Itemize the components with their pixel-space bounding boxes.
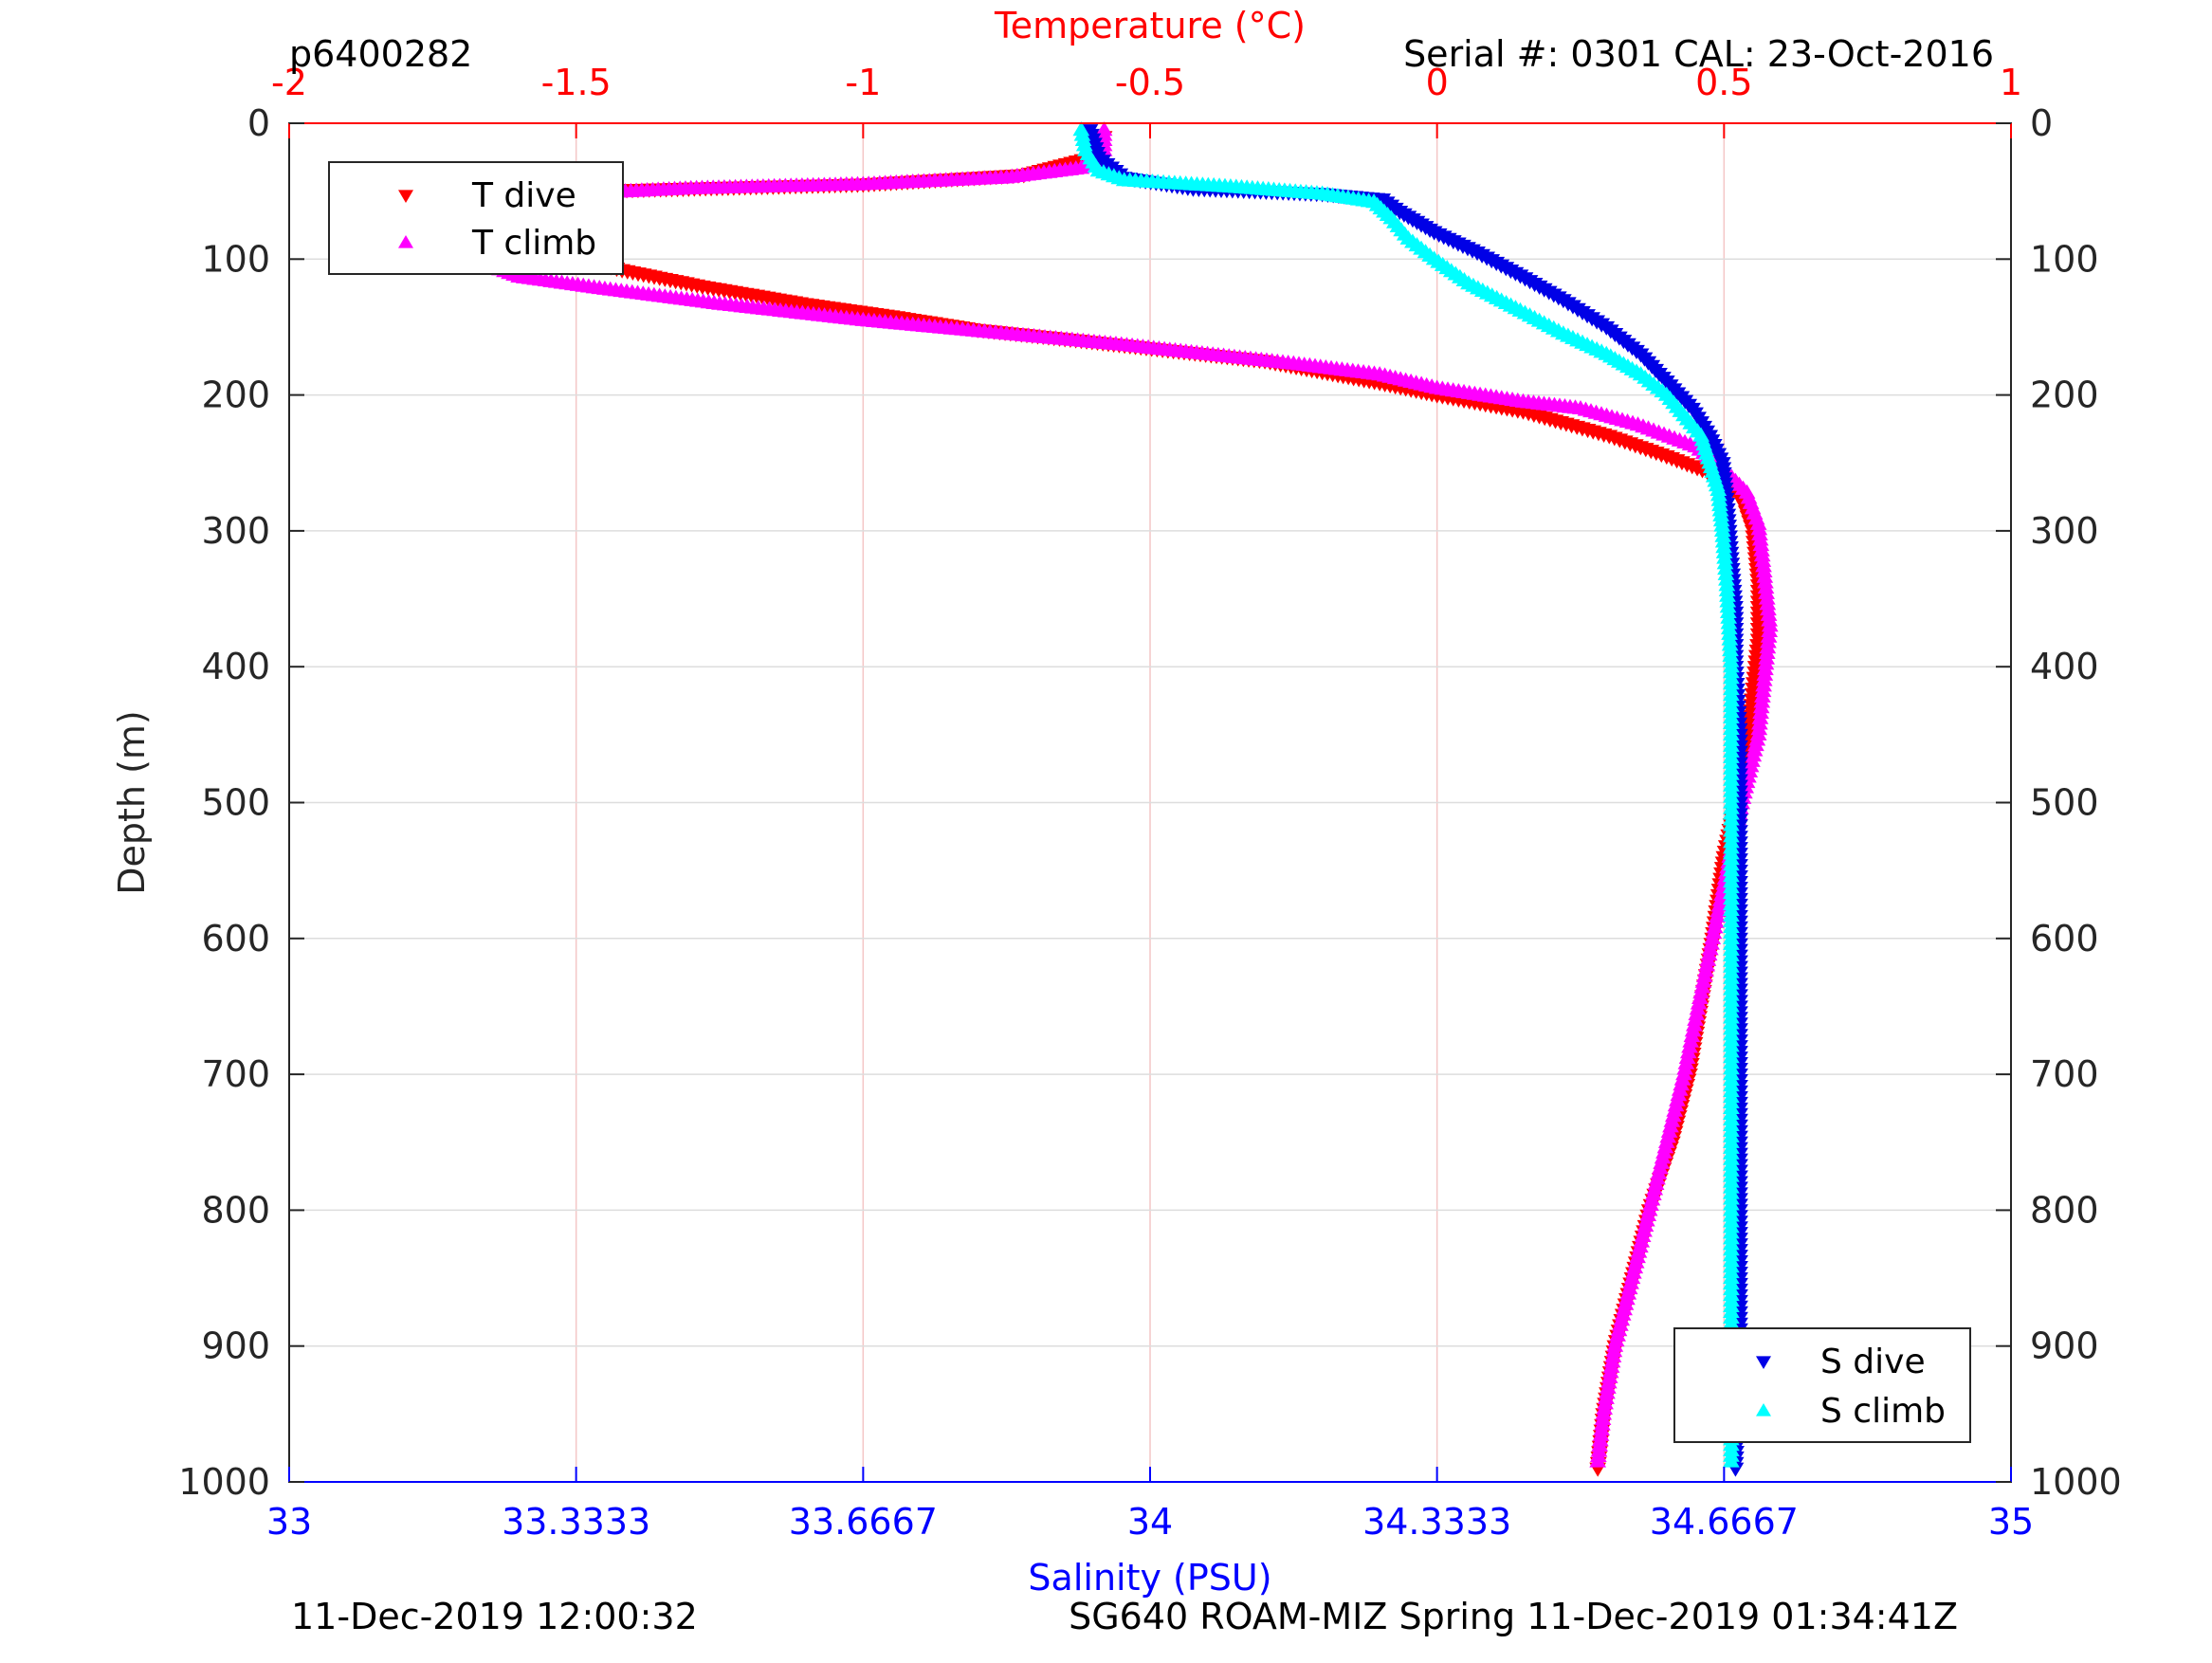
depth-tick-label-left: 600: [201, 918, 270, 959]
depth-tick-label-left: 800: [201, 1189, 270, 1231]
temperature-tick-label: 0.5: [1695, 62, 1752, 103]
salinity-tick-label: 33.3333: [502, 1501, 650, 1543]
depth-tick-label-left: 200: [201, 375, 270, 416]
legend-s-dive-label: S dive: [1820, 1343, 1926, 1381]
depth-tick-label-right: 800: [2030, 1189, 2099, 1231]
salinity-tick-label: 35: [1988, 1501, 2034, 1543]
salinity-tick-label: 33: [266, 1501, 312, 1543]
series-t-climb: [475, 121, 1779, 1468]
data-point: [1723, 1453, 1740, 1468]
legend-t-climb-label: T climb: [471, 224, 596, 263]
temperature-tick-label: -0.5: [1115, 62, 1185, 103]
depth-tick-label-left: 300: [201, 510, 270, 552]
legend-t-climb-marker: [398, 235, 413, 248]
depth-tick-label-right: 500: [2030, 782, 2099, 824]
data-point: [1589, 1453, 1607, 1468]
depth-tick-label-right: 400: [2030, 646, 2099, 687]
depth-tick-label-left: 900: [201, 1325, 270, 1367]
salinity-tick-label: 34: [1127, 1501, 1173, 1543]
temperature-tick-label: 1: [2000, 62, 2022, 103]
depth-tick-label-left: 1000: [178, 1461, 270, 1503]
depth-tick-label-right: 600: [2030, 918, 2099, 959]
depth-tick-label-left: 100: [201, 238, 270, 280]
depth-axis-title: Depth (m): [111, 710, 153, 895]
depth-tick-label-left: 500: [201, 782, 270, 824]
temperature-axis-title: Temperature (°C): [994, 5, 1306, 46]
depth-tick-label-right: 0: [2030, 102, 2053, 144]
depth-tick-label-left: 0: [247, 102, 270, 144]
temperature-tick-label: -1: [845, 62, 881, 103]
salinity-axis-title: Salinity (PSU): [1028, 1557, 1271, 1599]
profile-id-label: p6400282: [289, 33, 472, 75]
legend-s-climb-marker: [1756, 1403, 1771, 1416]
depth-tick-label-right: 100: [2030, 238, 2099, 280]
legend-temperature-box: [328, 161, 624, 275]
legend-t-dive-label: T dive: [471, 176, 576, 215]
temperature-tick-label: -2: [271, 62, 307, 103]
legend-t-dive-marker: [398, 190, 413, 203]
footer-mission-label: SG640 ROAM-MIZ Spring 11-Dec-2019 01:34:…: [1069, 1596, 1958, 1637]
depth-tick-label-right: 900: [2030, 1325, 2099, 1367]
salinity-tick-label: 33.6667: [789, 1501, 938, 1543]
grid-layer: [288, 122, 2012, 1483]
depth-tick-label-right: 1000: [2030, 1461, 2122, 1503]
legend-s-climb-label: S climb: [1820, 1392, 1946, 1431]
legend-salinity-box: [1673, 1327, 1971, 1443]
legend-s-dive-marker: [1756, 1356, 1771, 1369]
salinity-tick-label: 34.3333: [1362, 1501, 1511, 1543]
depth-tick-label-right: 200: [2030, 375, 2099, 416]
depth-tick-label-right: 300: [2030, 510, 2099, 552]
depth-tick-label-left: 700: [201, 1053, 270, 1095]
temperature-tick-label: 0: [1426, 62, 1449, 103]
legend-salinity: S dive S climb: [1673, 1327, 1971, 1443]
ticks-layer: -2 -1.5 -1 -0.5 0 0.5 1 33 33.3333 33.6667 34 34.33…: [178, 62, 2121, 1543]
salinity-tick-label: 34.6667: [1650, 1501, 1799, 1543]
depth-tick-label-left: 400: [201, 646, 270, 687]
serial-calibration-label: Serial #: 0301 CAL: 23-Oct-2016: [1403, 33, 1994, 75]
series-s-dive: [1081, 124, 1748, 1477]
series-layer: [441, 121, 1779, 1477]
legend-temperature: T dive T climb: [328, 161, 624, 275]
temperature-tick-label: -1.5: [541, 62, 612, 103]
footer-timestamp: 11-Dec-2019 12:00:32: [291, 1596, 698, 1637]
depth-tick-label-right: 700: [2030, 1053, 2099, 1095]
